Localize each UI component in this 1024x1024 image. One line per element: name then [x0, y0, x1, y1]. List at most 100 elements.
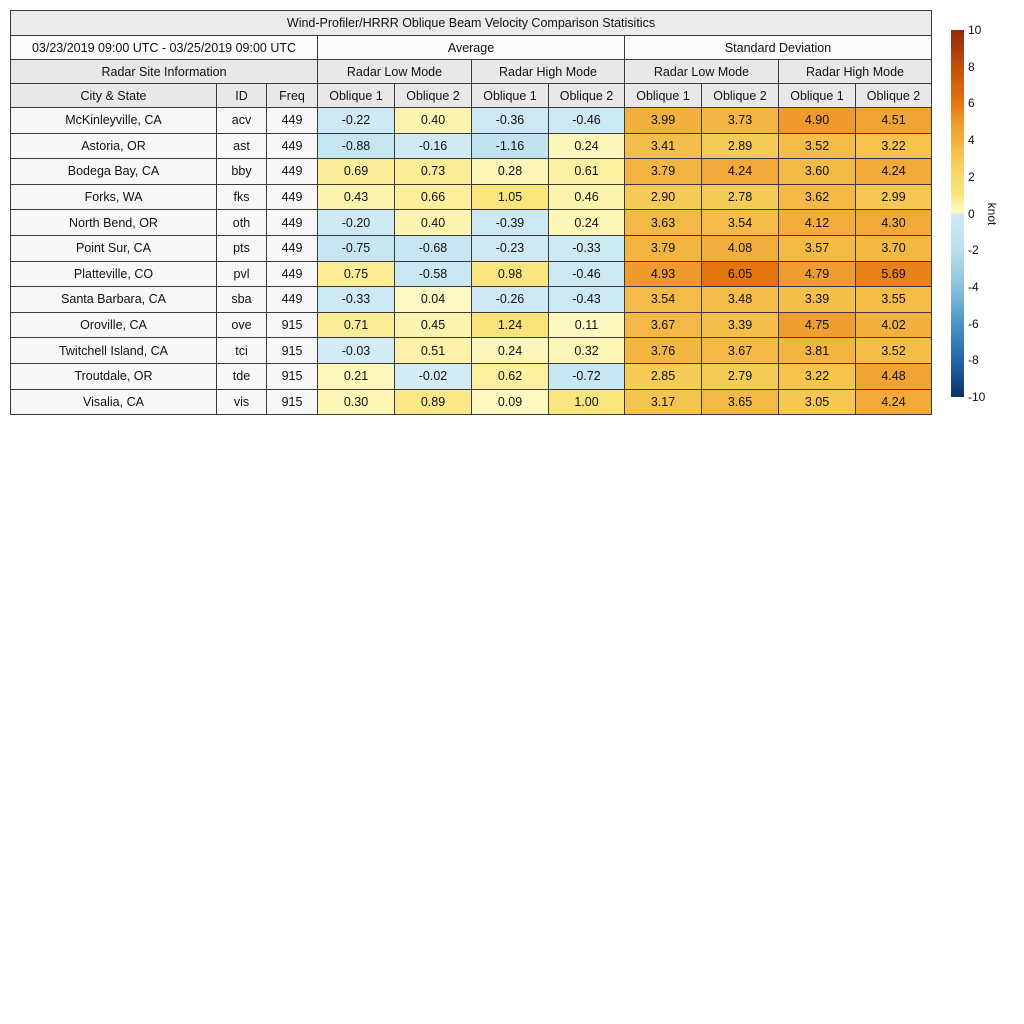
value-cell: 3.22	[778, 362, 856, 390]
site-freq-cell: 449	[266, 209, 318, 236]
colorbar-tick-label: 4	[968, 133, 975, 148]
site-info-header: Radar Site Information	[10, 59, 318, 84]
value-cell: -0.43	[548, 286, 625, 313]
value-cell: 3.22	[855, 132, 932, 160]
value-cell: 0.73	[394, 158, 472, 185]
table-row: Troutdale, OR tde 915 0.21 -0.02 0.62 -0.72 2.8…	[10, 362, 932, 390]
value-cell: -0.33	[317, 286, 395, 313]
value-cell: 5.69	[855, 260, 932, 288]
value-cell: -0.33	[548, 234, 625, 262]
value-cell: -0.46	[548, 107, 625, 134]
value-cell: 3.17	[624, 388, 702, 416]
site-id-cell: fks	[216, 183, 267, 211]
value-cell: 1.24	[471, 311, 549, 339]
value-cell: 6.05	[701, 260, 779, 288]
value-cell: 4.08	[701, 234, 779, 262]
colorbar-tick-label: 10	[968, 23, 982, 37]
id-header: ID	[216, 83, 267, 108]
value-cell: 3.67	[701, 337, 779, 364]
std-deviation-header: Standard Deviation	[624, 35, 932, 60]
oblique2-header: Oblique 2	[855, 83, 932, 108]
city-state-cell: Astoria, OR	[10, 132, 217, 160]
value-cell: -0.03	[317, 337, 395, 364]
value-cell: 0.40	[394, 107, 472, 134]
value-cell: 0.28	[471, 158, 549, 185]
value-cell: 0.40	[394, 209, 472, 236]
value-cell: 3.81	[778, 337, 856, 364]
value-cell: -0.46	[548, 260, 625, 288]
city-state-cell: Troutdale, OR	[10, 362, 217, 390]
freq-header: Freq	[266, 83, 318, 108]
value-cell: 3.62	[778, 183, 856, 211]
table-row: Forks, WA fks 449 0.43 0.66 1.05 0.46 2.90 2.78 3…	[10, 183, 932, 211]
value-cell: 3.39	[701, 311, 779, 339]
value-cell: 0.30	[317, 388, 395, 416]
value-cell: 0.71	[317, 311, 395, 339]
value-cell: 3.52	[778, 132, 856, 160]
value-cell: -0.23	[471, 234, 549, 262]
value-cell: 3.76	[624, 337, 702, 364]
colorbar-tick-label: 0	[968, 206, 975, 221]
site-freq-cell: 449	[266, 107, 318, 134]
city-state-cell: Bodega Bay, CA	[10, 158, 217, 185]
colorbar-tick-label: -6	[968, 316, 979, 331]
site-id-cell: vis	[216, 388, 267, 416]
site-id-cell: acv	[216, 107, 267, 134]
value-cell: 0.51	[394, 337, 472, 364]
site-freq-cell: 449	[266, 132, 318, 160]
value-cell: 1.05	[471, 183, 549, 211]
value-cell: 3.05	[778, 388, 856, 416]
value-cell: 3.65	[701, 388, 779, 416]
site-id-cell: tde	[216, 362, 267, 390]
value-cell: 3.63	[624, 209, 702, 236]
colorbar-unit-label: knot	[985, 202, 999, 225]
site-id-cell: sba	[216, 286, 267, 313]
value-cell: -0.16	[394, 132, 472, 160]
value-cell: -0.26	[471, 286, 549, 313]
value-cell: 3.57	[778, 234, 856, 262]
statistics-table: Wind-Profiler/HRRR Oblique Beam Velocity…	[10, 10, 932, 416]
table-row: Bodega Bay, CA bby 449 0.69 0.73 0.28 0.61 3.79…	[10, 158, 932, 185]
value-cell: 0.89	[394, 388, 472, 416]
value-cell: -0.39	[471, 209, 549, 236]
site-freq-cell: 449	[266, 158, 318, 185]
mode-header-std-high: Radar High Mode	[778, 59, 932, 84]
value-cell: 3.52	[855, 337, 932, 364]
colorbar-tick-label: 2	[968, 169, 975, 184]
value-cell: 0.43	[317, 183, 395, 211]
site-id-cell: pts	[216, 234, 267, 262]
value-cell: 3.79	[624, 234, 702, 262]
value-cell: 3.55	[855, 286, 932, 313]
value-cell: 4.90	[778, 107, 856, 134]
site-id-cell: ove	[216, 311, 267, 339]
value-cell: 4.93	[624, 260, 702, 288]
city-state-cell: Forks, WA	[10, 183, 217, 211]
value-cell: 3.67	[624, 311, 702, 339]
value-cell: 4.30	[855, 209, 932, 236]
colorbar-tick-label: 8	[968, 59, 975, 74]
value-cell: 0.98	[471, 260, 549, 288]
colorbar-tick-label: -8	[968, 353, 979, 368]
city-state-cell: Visalia, CA	[10, 388, 217, 416]
colorbar: knot 10 8 6 4 2 0 -2 -4 -6 -8 -10	[951, 24, 1021, 403]
table-row: Point Sur, CA pts 449 -0.75 -0.68 -0.23 -0.33 3…	[10, 234, 932, 262]
value-cell: 1.00	[548, 388, 625, 416]
value-cell: 3.54	[624, 286, 702, 313]
table-row: Platteville, CO pvl 449 0.75 -0.58 0.98 -0.46 4…	[10, 260, 932, 288]
oblique1-header: Oblique 1	[471, 83, 549, 108]
value-cell: -0.22	[317, 107, 395, 134]
value-cell: 0.09	[471, 388, 549, 416]
date-range: 03/23/2019 09:00 UTC - 03/25/2019 09:00 …	[10, 35, 318, 60]
site-id-cell: tci	[216, 337, 267, 364]
value-cell: -0.20	[317, 209, 395, 236]
value-cell: 4.51	[855, 107, 932, 134]
site-freq-cell: 915	[266, 337, 318, 364]
value-cell: 2.99	[855, 183, 932, 211]
colorbar-gradient	[951, 30, 964, 397]
oblique1-header: Oblique 1	[317, 83, 395, 108]
table-row: North Bend, OR oth 449 -0.20 0.40 -0.39 0.24 3.…	[10, 209, 932, 236]
mode-header-avg-low: Radar Low Mode	[317, 59, 472, 84]
value-cell: 4.02	[855, 311, 932, 339]
city-state-cell: McKinleyville, CA	[10, 107, 217, 134]
mode-header-row: Radar Site Information Radar Low Mode Ra…	[10, 59, 932, 84]
